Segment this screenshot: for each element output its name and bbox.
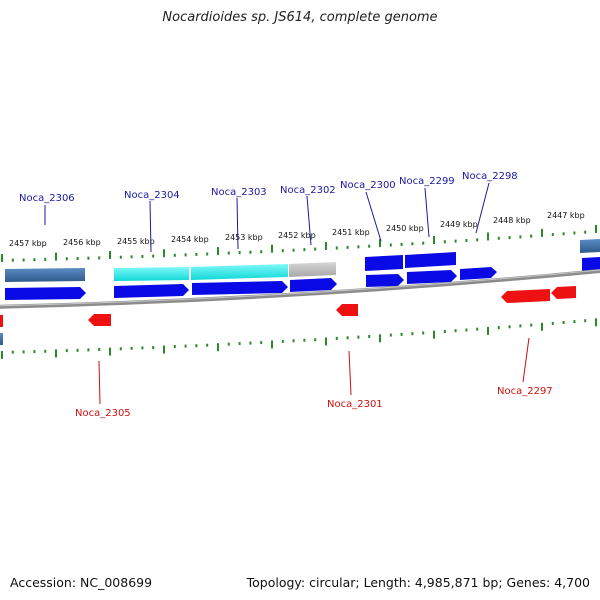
scale-label: 2448 kbp (493, 216, 531, 225)
gene-label[interactable]: Noca_2297 (497, 386, 553, 397)
map-title: Nocardioides sp. JS614, complete genome (162, 10, 438, 25)
cds-block[interactable] (191, 264, 288, 280)
leader-line (522, 337, 530, 383)
gene-arrow[interactable] (88, 314, 111, 326)
scale-label: 2454 kbp (171, 235, 209, 244)
gene-arrow[interactable] (336, 304, 358, 316)
scale-label: 2456 kbp (63, 238, 101, 247)
scale-label: 2453 kbp (225, 233, 263, 242)
cds-block[interactable] (405, 252, 456, 268)
gene-label[interactable]: Noca_2304 (124, 190, 180, 201)
gene-arrow[interactable] (114, 284, 189, 298)
leader-line (365, 191, 382, 242)
genome-backbone-highlight (0, 269, 600, 307)
gene-arrow[interactable] (366, 274, 404, 287)
cds-block[interactable] (582, 257, 600, 271)
scale-label: 2451 kbp (332, 228, 370, 237)
leader-line (424, 187, 430, 238)
genome-summary-text: Topology: circular; Length: 4,985,871 bp… (246, 575, 590, 590)
cds-block[interactable] (5, 268, 85, 282)
leader-line (348, 350, 352, 396)
inner-tick-row (1, 318, 597, 359)
reverse-labels: Noca_2305 Noca_2301 Noca_2297 (75, 386, 553, 419)
scale-label: 2449 kbp (440, 220, 478, 229)
genome-backbone (0, 268, 600, 309)
scale-label: 2455 kbp (117, 237, 155, 246)
cds-row (5, 239, 600, 282)
gene-label[interactable]: Noca_2306 (19, 193, 75, 204)
forward-leaders (44, 182, 490, 253)
reverse-gene-arrows (0, 286, 576, 345)
forward-labels: Noca_2306 Noca_2304 Noca_2303 Noca_2302 … (19, 171, 518, 204)
gene-arrow[interactable] (407, 270, 457, 284)
scale-label: 2447 kbp (547, 211, 585, 220)
minor-ticks-outer (1, 224, 597, 262)
cds-block[interactable] (0, 333, 3, 345)
cds-block[interactable] (289, 262, 336, 277)
gene-arrow[interactable] (501, 289, 550, 303)
scale-label: 2452 kbp (278, 231, 316, 240)
gene-label[interactable]: Noca_2300 (340, 180, 396, 191)
gene-arrow[interactable] (460, 267, 497, 280)
gene-label[interactable]: Noca_2305 (75, 408, 131, 419)
outer-tick-row (1, 224, 597, 262)
gene-label[interactable]: Noca_2298 (462, 171, 518, 182)
gene-label[interactable]: Noca_2302 (280, 185, 336, 196)
accession-text: Accession: NC_008699 (10, 575, 153, 590)
leader-line (236, 197, 239, 250)
scale-labels: 2457 kbp 2456 kbp 2455 kbp 2454 kbp 2453… (9, 211, 585, 248)
scale-label: 2457 kbp (9, 239, 47, 248)
leader-line (98, 360, 101, 405)
leader-line (149, 200, 152, 253)
gene-arrow[interactable] (551, 286, 576, 299)
leader-line (306, 195, 312, 246)
gene-arrow[interactable] (0, 315, 3, 327)
scale-label: 2450 kbp (386, 224, 424, 233)
forward-gene-arrows (5, 267, 497, 300)
cds-block[interactable] (580, 239, 600, 253)
gene-label[interactable]: Noca_2301 (327, 399, 383, 410)
reverse-leaders (98, 337, 530, 405)
gene-arrow[interactable] (5, 287, 86, 300)
gene-arrow[interactable] (192, 281, 288, 295)
leader-line (475, 182, 490, 234)
gene-label[interactable]: Noca_2299 (399, 176, 455, 187)
cds-block[interactable] (114, 267, 189, 281)
gene-label[interactable]: Noca_2303 (211, 187, 267, 198)
cds-block[interactable] (365, 255, 403, 271)
gene-arrow[interactable] (290, 278, 337, 292)
